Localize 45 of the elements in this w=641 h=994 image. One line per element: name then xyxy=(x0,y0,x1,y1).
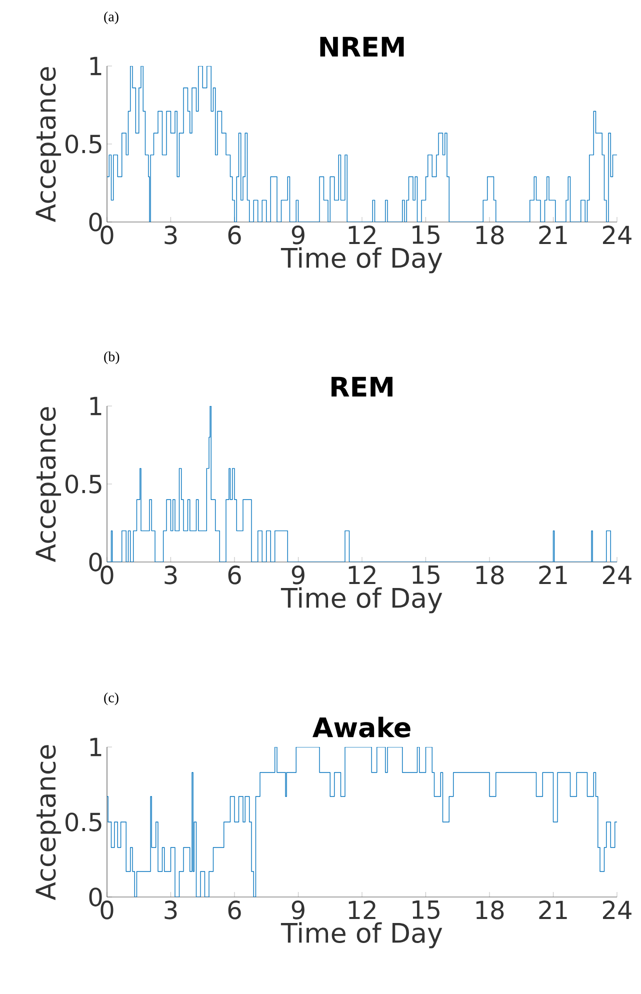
x-tick-label: 21 xyxy=(539,566,567,584)
y-axis-title: Acceptance xyxy=(36,407,62,562)
x-tick-label: 15 xyxy=(412,900,440,920)
text: (a) xyxy=(104,12,118,24)
y-axis-title: Acceptance xyxy=(36,67,62,222)
y-tick-label: 1 xyxy=(90,738,102,756)
y-tick-label: 0 xyxy=(89,552,102,572)
x-tick-label: 24 xyxy=(602,226,632,244)
x-tick-label: 6 xyxy=(228,566,241,584)
chart-title: Awake xyxy=(312,716,410,738)
x-tick-label: 3 xyxy=(164,900,177,920)
x-tick-label: 12 xyxy=(348,226,376,244)
x-axis-title: Time of Day xyxy=(280,247,442,274)
x-tick-label: 12 xyxy=(348,900,376,920)
x-tick-label: 3 xyxy=(164,566,177,584)
y-tick-label: 0.5 xyxy=(66,812,102,832)
x-axis-title: Time of Day xyxy=(280,922,442,948)
x-tick-label: 18 xyxy=(476,900,504,920)
x-tick-label: 24 xyxy=(602,900,632,920)
x-tick-label: 9 xyxy=(292,566,304,584)
y-tick-label: 0 xyxy=(89,212,102,232)
y-tick-label: 1 xyxy=(90,396,102,416)
x-tick-label: 21 xyxy=(539,900,567,920)
x-tick-label: 9 xyxy=(292,226,304,244)
x-tick-label: 15 xyxy=(412,226,440,244)
x-tick-label: 12 xyxy=(348,566,376,584)
x-axis-title: Time of Day xyxy=(280,587,442,614)
chart-title: NREM xyxy=(320,36,404,57)
text: (c) xyxy=(104,692,118,706)
x-tick-label: 18 xyxy=(476,566,504,584)
x-tick-label: 6 xyxy=(228,900,241,920)
chart-title: REM xyxy=(332,376,392,397)
x-tick-label: 18 xyxy=(476,226,504,244)
x-tick-label: 21 xyxy=(539,226,567,244)
y-axis-title: Acceptance xyxy=(36,745,62,900)
x-tick-label: 6 xyxy=(228,226,241,244)
x-tick-label: 3 xyxy=(164,226,177,244)
text: (b) xyxy=(104,352,120,364)
x-tick-label: 9 xyxy=(292,900,304,920)
x-tick-label: 15 xyxy=(412,566,440,584)
y-tick-label: 0 xyxy=(89,888,102,906)
y-tick-label: 0.5 xyxy=(66,474,102,494)
y-tick-label: 0.5 xyxy=(66,134,102,154)
x-tick-label: 24 xyxy=(602,566,632,584)
y-tick-label: 1 xyxy=(90,56,102,76)
